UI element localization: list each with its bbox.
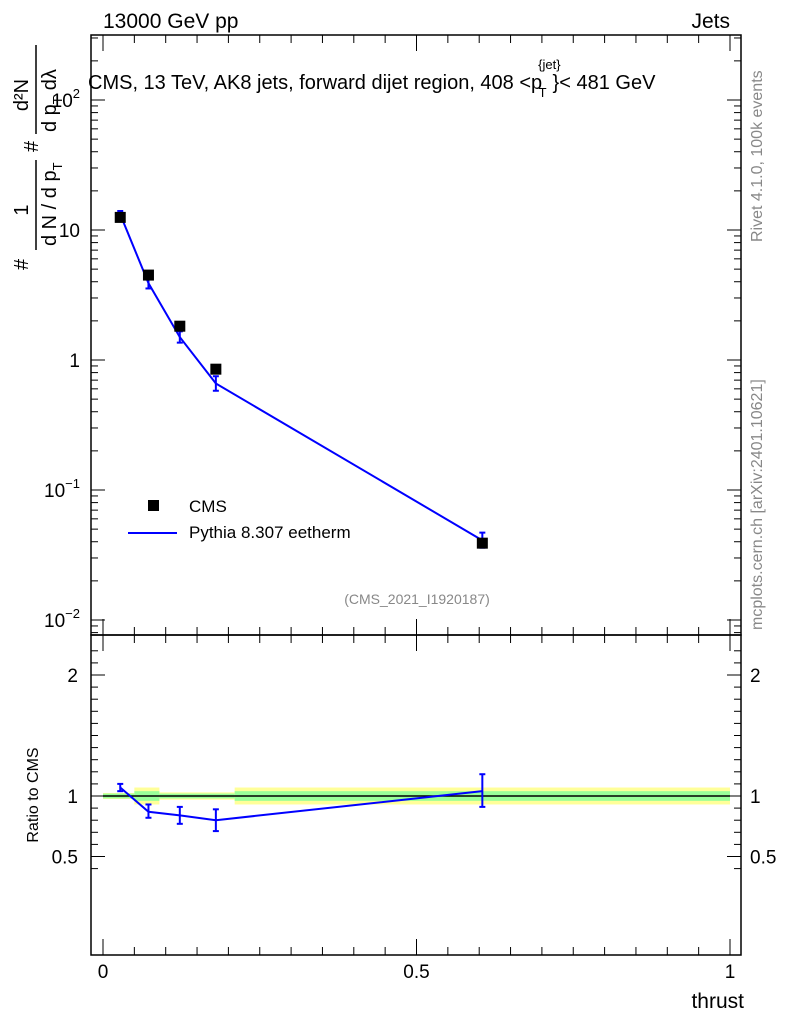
- plot-title-sub: T: [539, 85, 547, 100]
- x-tick-label: 0: [98, 962, 109, 983]
- ratio-ytick-label-left: 2: [67, 666, 78, 687]
- ratio-ytick-label-right: 2: [750, 666, 761, 687]
- main-ytick-label: 10: [59, 221, 80, 242]
- ratio-y-ticks: 2 2 1 1 0.5 0.5: [52, 650, 776, 870]
- header-jets: Jets: [691, 10, 730, 33]
- x-axis-title: thrust: [691, 990, 744, 1013]
- legend-data-label: CMS: [189, 497, 227, 516]
- x-tick-label: 1: [725, 962, 736, 983]
- legend: CMS Pythia 8.307 eetherm: [128, 497, 351, 542]
- legend-mc-label: Pythia 8.307 eetherm: [189, 523, 351, 542]
- ratio-ytick-label-right: 1: [750, 787, 761, 808]
- plot-title: CMS, 13 TeV, AK8 jets, forward dijet reg…: [88, 57, 656, 100]
- main-plot-frame: [90, 34, 742, 636]
- legend-data-marker: [148, 500, 159, 511]
- plot-title-sup: {jet}: [538, 57, 561, 72]
- header-energy: 13000 GeV pp: [103, 10, 238, 33]
- analysis-watermark: (CMS_2021_I1920187): [344, 591, 490, 607]
- rivet-label: Rivet 4.1.0, 100k events: [749, 70, 766, 242]
- main-ytick-label: 1: [69, 351, 80, 372]
- cms-data-point: [210, 363, 222, 375]
- cms-data-point: [476, 537, 488, 549]
- main-ytick-label: 10−1: [44, 476, 80, 502]
- main-ytick-label: 102: [52, 86, 80, 112]
- ratio-ytick-label-left: 0.5: [52, 848, 78, 869]
- x-ticks: 0 0.5 1: [98, 35, 736, 983]
- ratio-plot-marks: [117, 773, 486, 833]
- main-ylabel: # 1 d N / d pT # d²N d pTdλ: [11, 45, 65, 270]
- x-tick-label: 0.5: [403, 962, 429, 983]
- ylabel-num-2: d²N: [11, 79, 33, 111]
- cms-data-point: [142, 269, 154, 281]
- mcplots-label: mcplots.cern.ch [arXiv:2401.10621]: [749, 379, 766, 630]
- ylabel-den-2: d pTdλ: [39, 69, 65, 132]
- main-y-ticks: 102 10 1 10−1 10−2: [44, 37, 741, 634]
- mc-series-line: [119, 213, 483, 542]
- main-plot-marks: [114, 210, 488, 549]
- ylabel-hash-1: #: [11, 258, 33, 270]
- ylabel-hash-2: #: [21, 140, 43, 152]
- main-ytick-label: 10−2: [44, 606, 80, 632]
- cms-data-point: [114, 211, 126, 223]
- ylabel-num-1: 1: [11, 204, 33, 215]
- plot-title-main: CMS, 13 TeV, AK8 jets, forward dijet reg…: [88, 72, 542, 94]
- cms-data-point: [174, 320, 186, 332]
- ratio-uncertainty-bands: [103, 787, 731, 805]
- ratio-ytick-label-right: 0.5: [750, 848, 776, 869]
- ratio-ytick-label-left: 1: [67, 787, 78, 808]
- plot-title-end: }< 481 GeV: [553, 72, 657, 94]
- ratio-ylabel: Ratio to CMS: [25, 747, 42, 842]
- ylabel-den-1: d N / d pT: [39, 162, 65, 246]
